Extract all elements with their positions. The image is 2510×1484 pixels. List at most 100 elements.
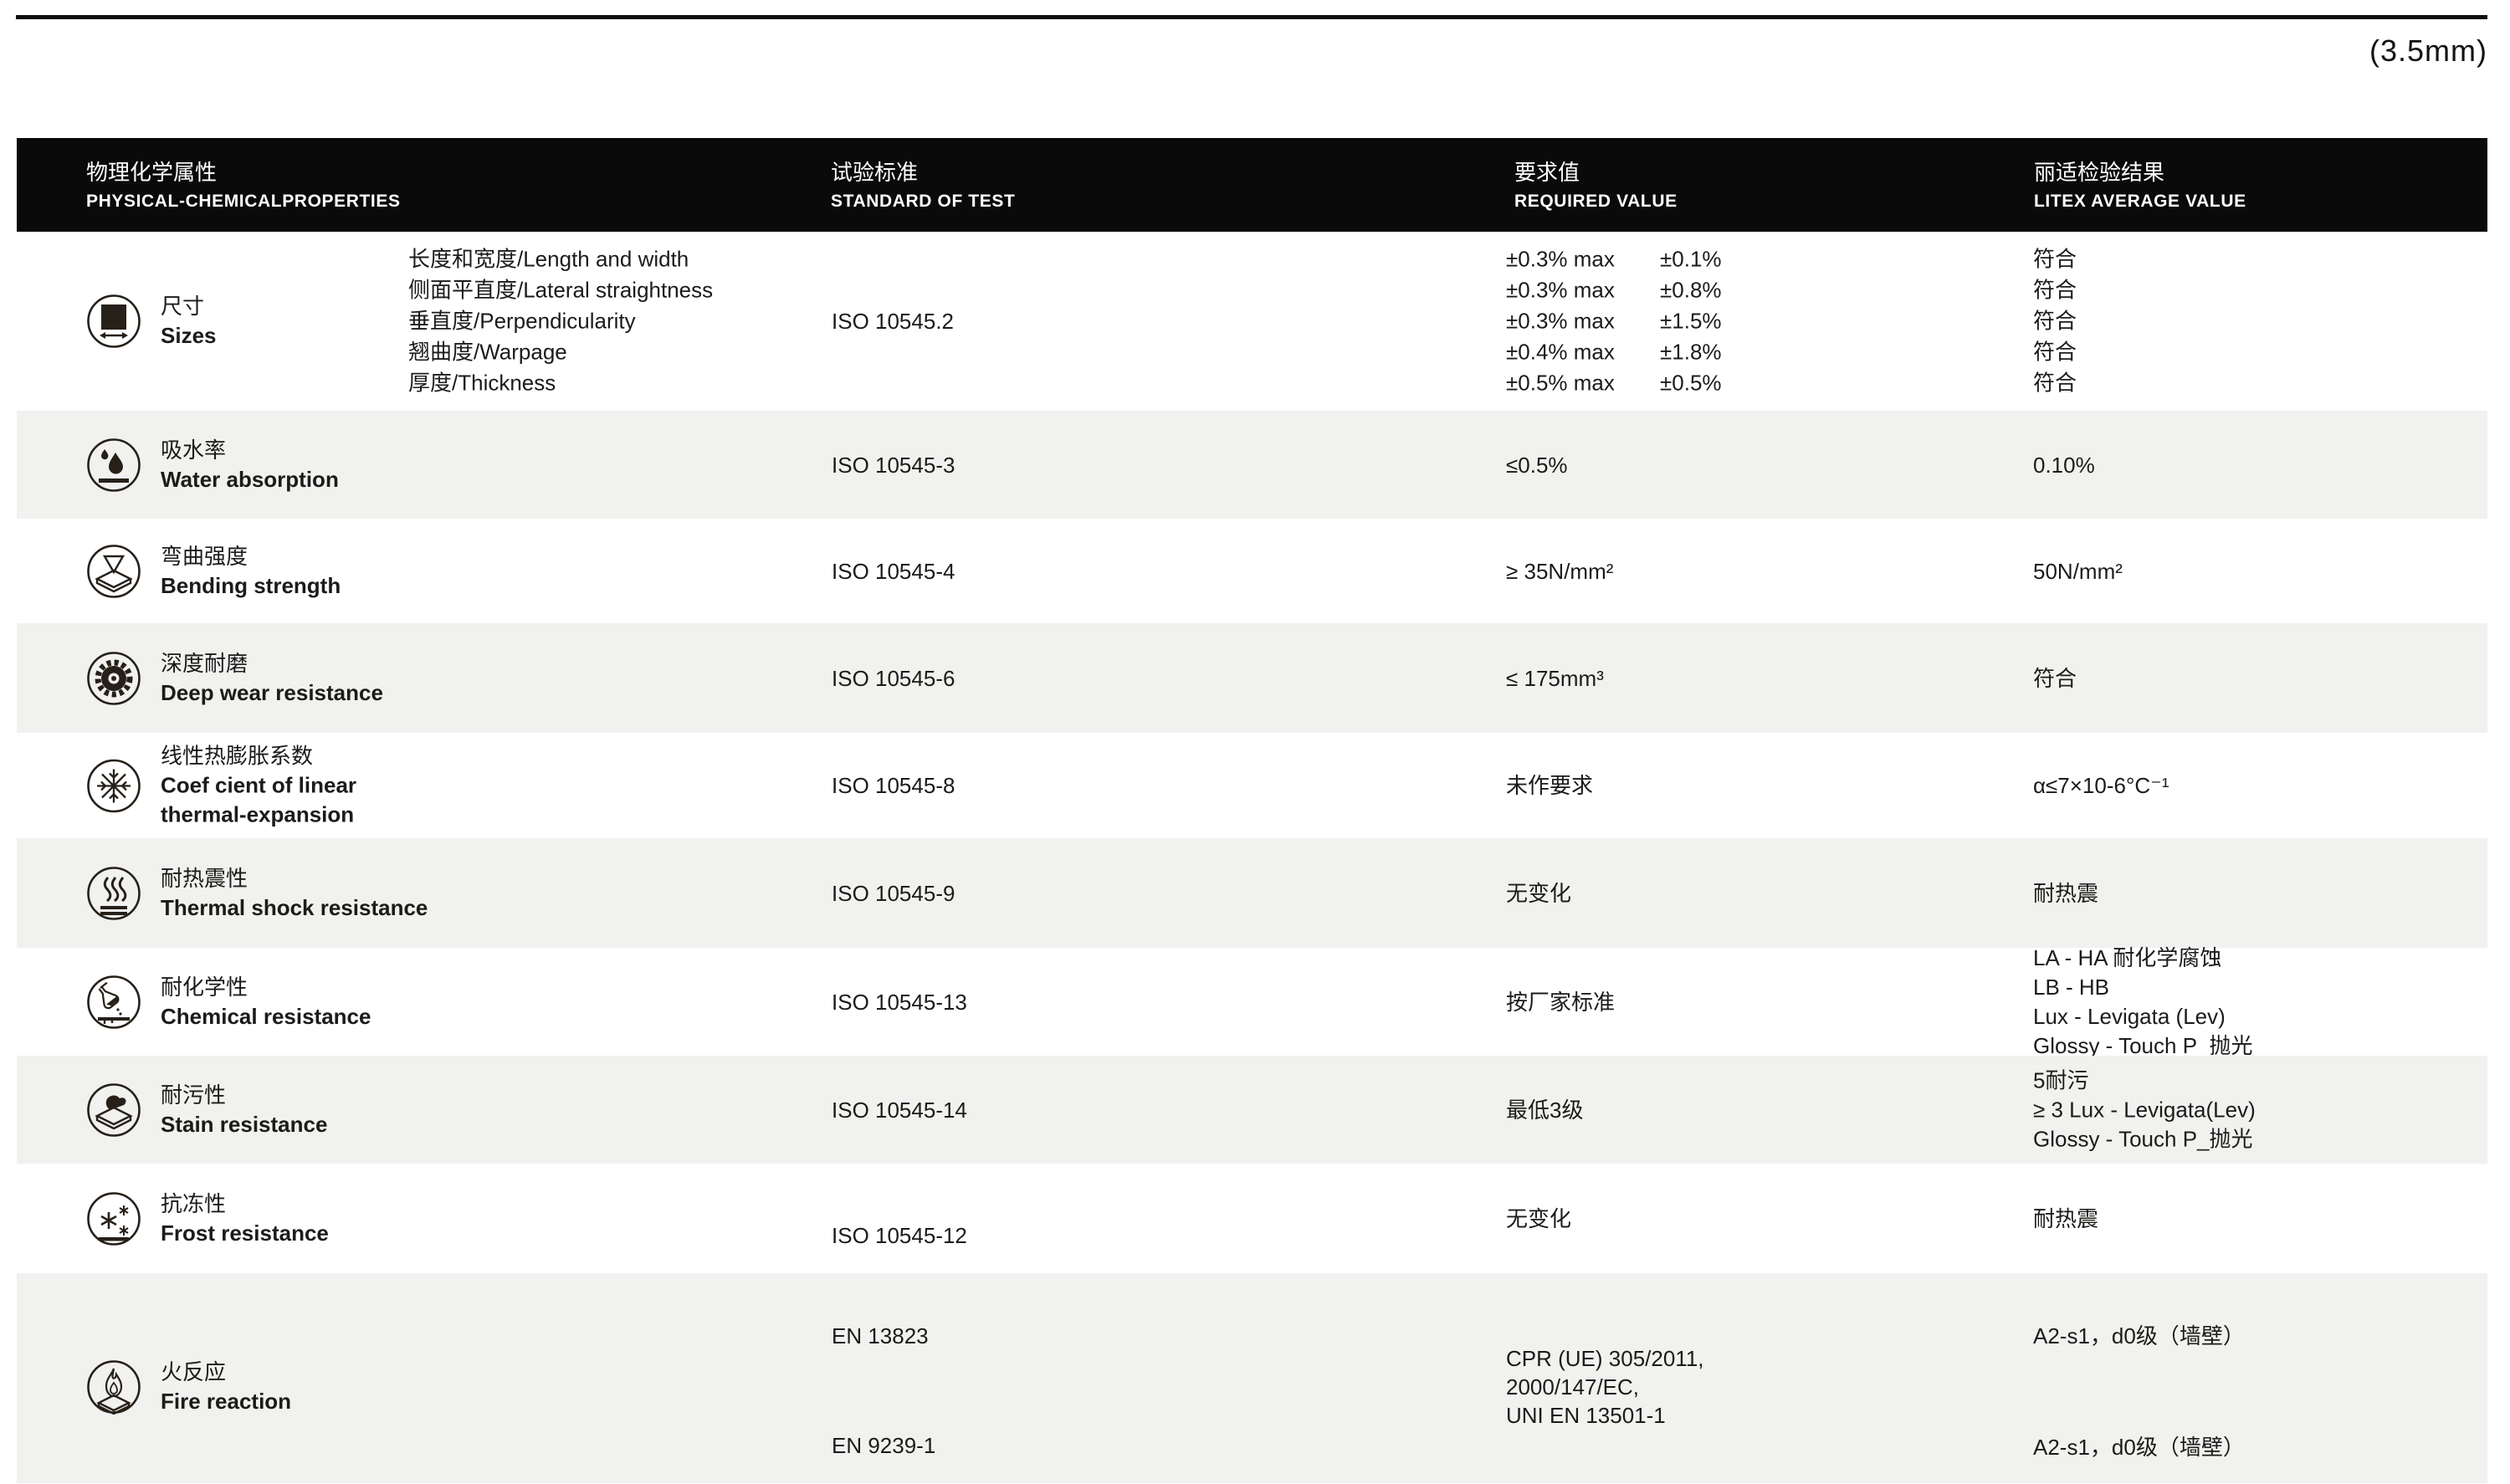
property-label: 耐污性 Stain resistance xyxy=(161,1081,327,1139)
frost-resistance-icon xyxy=(86,1191,141,1246)
row-chemical-resistance: 耐化学性 Chemical resistance ISO 10545-13 按厂… xyxy=(17,945,2487,1058)
property-name-zh: 深度耐磨 xyxy=(161,650,248,676)
stain-resistance-icon xyxy=(86,1082,141,1138)
row-water-absorption: 吸水率 Water absorption ISO 10545-3 ≤0.5% 0… xyxy=(17,411,2487,519)
result-cell: 50N/mm² xyxy=(2033,558,2123,584)
required-cell: 未作要求 xyxy=(1506,773,1594,798)
subitem-label: 翘曲度/Warpage xyxy=(408,339,567,365)
required-tolerance-cell: ±0.1% ±0.8% ±1.5% ±1.8% ±0.5% xyxy=(1660,244,1722,399)
standard-cell: ISO 10545-14 xyxy=(832,1097,967,1123)
property-cell: 深度耐磨 Deep wear resistance xyxy=(86,649,383,708)
property-label: 抗冻性 Frost resistance xyxy=(161,1190,329,1248)
result-cell: LA - HA 耐化学腐蚀 LB - HB Lux - Levigata (Le… xyxy=(2033,944,2253,1061)
required-cell: 最低3级 xyxy=(1506,1097,1584,1123)
result-value: 符合 xyxy=(2033,308,2077,334)
thickness-note: (3.5mm) xyxy=(2369,33,2487,68)
property-cell: 弯曲强度 Bending strength xyxy=(86,542,341,601)
required-cell: ≥ 35N/mm² xyxy=(1506,558,1614,584)
subitem-label: 垂直度/Perpendicularity xyxy=(408,308,636,334)
row-fire-reaction: 火反应 Fire reaction EN 13823 EN 9239-1 CPR… xyxy=(17,1273,2487,1483)
tolerance-value: ±0.5% xyxy=(1660,370,1722,396)
result-value: 符合 xyxy=(2033,339,2077,365)
required-cell: 无变化 xyxy=(1506,1205,1572,1231)
chemical-resistance-icon xyxy=(86,975,141,1030)
required-value: ±0.3% max xyxy=(1506,246,1615,272)
required-value: ±0.3% max xyxy=(1506,277,1615,303)
property-name-en: Chemical resistance xyxy=(161,1003,371,1029)
result-line: 5耐污 xyxy=(2033,1067,2089,1093)
property-name-zh: 吸水率 xyxy=(161,437,227,463)
required-value: ±0.5% max xyxy=(1506,370,1615,396)
property-name-zh: 尺寸 xyxy=(161,294,205,319)
property-cell: 抗冻性 Frost resistance xyxy=(86,1190,329,1248)
property-label: 深度耐磨 Deep wear resistance xyxy=(161,649,383,708)
property-name-en: Deep wear resistance xyxy=(161,679,383,705)
property-name-en: Fire reaction xyxy=(161,1388,292,1414)
property-name-en: Stain resistance xyxy=(161,1111,328,1137)
tolerance-value: ±1.5% xyxy=(1660,308,1722,334)
required-cell: CPR (UE) 305/2011, 2000/147/EC, UNI EN 1… xyxy=(1506,1344,1704,1430)
header-col-required: 要求值 REQUIRED VALUE xyxy=(1514,160,1678,211)
required-cell: ≤ 175mm³ xyxy=(1506,665,1604,691)
result-value: 符合 xyxy=(2033,277,2077,303)
property-cell: 耐污性 Stain resistance xyxy=(86,1081,327,1139)
property-cell: 线性热膨胀系数 Coef cient of linear thermal-exp… xyxy=(86,742,356,830)
property-cell: 吸水率 Water absorption xyxy=(86,436,339,494)
header-col-properties: 物理化学属性 PHYSICAL-CHEMICALPROPERTIES xyxy=(86,160,401,211)
result-cell: 5耐污 ≥ 3 Lux - Levigata(Lev) Glossy - Tou… xyxy=(2033,1066,2256,1154)
tolerance-value: ±0.8% xyxy=(1660,277,1722,303)
deep-wear-icon xyxy=(86,651,141,706)
subitem-label: 侧面平直度/Lateral straightness xyxy=(408,277,714,303)
standard-entry: EN 13823 xyxy=(832,1323,929,1348)
row-sizes: 尺寸 Sizes 长度和宽度/Length and width 侧面平直度/La… xyxy=(17,232,2487,411)
property-name-zh: 耐热震性 xyxy=(161,865,248,891)
standard-cell: ISO 10545-13 xyxy=(832,989,967,1015)
property-label: 火反应 Fire reaction xyxy=(161,1358,291,1416)
result-cell: 符合 符合 符合 符合 符合 xyxy=(2033,244,2077,399)
size-subitems: 长度和宽度/Length and width 侧面平直度/Lateral str… xyxy=(408,244,713,399)
row-bending-strength: 弯曲强度 Bending strength ISO 10545-4 ≥ 35N/… xyxy=(17,519,2487,623)
properties-table: 物理化学属性 PHYSICAL-CHEMICALPROPERTIES 试验标准 … xyxy=(17,138,2487,1483)
required-cell: ±0.3% max ±0.3% max ±0.3% max ±0.4% max … xyxy=(1506,244,1615,399)
standard-cell: ISO 10545.2 xyxy=(832,309,954,334)
property-name-zh: 线性热膨胀系数 xyxy=(161,743,314,769)
standard-cell: ISO 10545-9 xyxy=(832,880,955,906)
row-deep-wear-resistance: 深度耐磨 Deep wear resistance ISO 10545-6 ≤ … xyxy=(17,623,2487,733)
row-thermal-shock: 耐热震性 Thermal shock resistance ISO 10545-… xyxy=(17,838,2487,948)
required-cell: 按厂家标准 xyxy=(1506,989,1616,1015)
result-entry: A2-s1，d0级（墙壁） xyxy=(2033,1323,2245,1348)
required-cell: ≤0.5% xyxy=(1506,452,1568,478)
property-name-zh: 耐化学性 xyxy=(161,974,248,1000)
required-cell: 无变化 xyxy=(1506,880,1572,906)
result-cell: α≤7×10-6°C⁻¹ xyxy=(2033,773,2169,798)
row-thermal-expansion: 线性热膨胀系数 Coef cient of linear thermal-exp… xyxy=(17,733,2487,838)
standard-cell: ISO 10545-6 xyxy=(832,665,955,691)
subitem-label: 长度和宽度/Length and width xyxy=(408,246,689,272)
property-label: 耐化学性 Chemical resistance xyxy=(161,973,371,1031)
property-cell: 耐热震性 Thermal shock resistance xyxy=(86,864,428,923)
result-cell: 耐热震 xyxy=(2033,1205,2099,1231)
result-cell: 0.10% xyxy=(2033,452,2095,478)
fire-reaction-icon xyxy=(86,1359,141,1415)
property-label: 线性热膨胀系数 Coef cient of linear thermal-exp… xyxy=(161,742,356,830)
thermal-expansion-icon xyxy=(86,758,141,813)
top-divider xyxy=(16,15,2487,19)
bending-strength-icon xyxy=(86,544,141,599)
property-name-en: Water absorption xyxy=(161,466,339,492)
result-line: LA - HA 耐化学腐蚀 xyxy=(2033,944,2222,970)
property-label: 吸水率 Water absorption xyxy=(161,436,339,494)
property-label: 尺寸 Sizes xyxy=(161,292,217,351)
tolerance-value: ±1.8% xyxy=(1660,339,1722,365)
standard-cell: ISO 10545-12 xyxy=(832,1222,967,1248)
property-label: 耐热震性 Thermal shock resistance xyxy=(161,864,428,923)
property-name-zh: 耐污性 xyxy=(161,1082,227,1108)
property-name-zh: 火反应 xyxy=(161,1359,227,1384)
header-col-result: 丽适检验结果 LITEX AVERAGE VALUE xyxy=(2034,160,2246,211)
row-frost-resistance: 抗冻性 Frost resistance ISO 10545-12 无变化 耐热… xyxy=(17,1164,2487,1273)
tolerance-value: ±0.1% xyxy=(1660,246,1722,272)
water-absorption-icon xyxy=(86,438,141,493)
property-cell: 耐化学性 Chemical resistance xyxy=(86,973,371,1031)
result-line: Glossy - Touch P_抛光 xyxy=(2033,1032,2253,1058)
required-value: ±0.4% max xyxy=(1506,339,1615,365)
